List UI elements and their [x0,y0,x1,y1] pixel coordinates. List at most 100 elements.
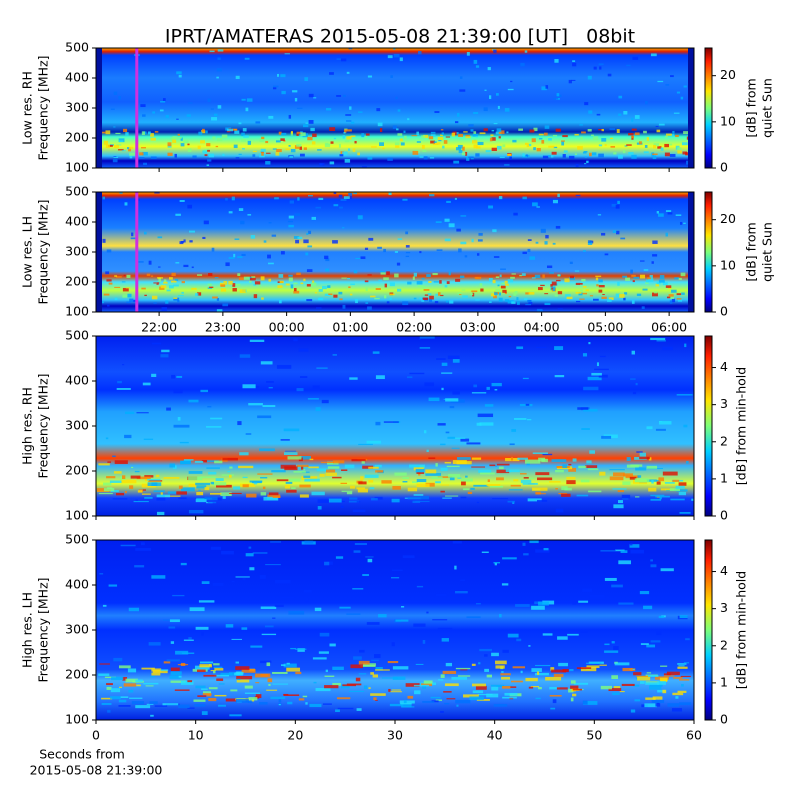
spectrogram-texture [598,63,604,66]
spectrogram-texture [215,145,219,148]
spectrogram-texture [371,659,379,662]
spectrogram-texture [571,79,576,81]
spectrogram-texture [419,347,431,349]
spectrogram-texture [490,134,494,137]
spectrogram-texture [422,150,427,152]
spectrogram-texture [499,156,505,158]
spectrogram-texture [272,495,281,498]
spectrogram-texture [141,493,151,495]
spectrogram-texture [181,240,184,243]
spectrogram-texture [374,297,380,300]
spectrogram-texture [551,669,567,673]
spectrogram-texture [103,482,112,486]
spectrogram-texture [527,239,532,241]
spectrogram-texture [238,465,254,469]
spectrogram-texture [170,671,182,676]
spectrogram-texture [288,277,293,282]
spectrogram-texture [397,288,402,292]
spectrogram-texture [389,282,395,287]
spectrogram-texture [604,577,617,581]
spectrogram-texture [372,351,380,354]
spectrogram-texture [367,558,373,563]
spectrogram-texture [307,195,313,197]
spectrogram-texture [380,272,386,275]
spectrogram-texture [579,282,583,285]
spectrogram-texture [402,480,408,483]
spectrogram-texture [221,134,228,139]
spectrogram-texture [650,640,661,643]
spectrogram-texture [211,117,218,121]
spectrogram-texture [547,136,553,139]
x-axis-label: Seconds from [39,747,125,762]
spectrogram-texture [290,647,296,650]
spectrogram-texture [615,204,620,209]
spectrogram-texture [455,699,471,704]
spectrogram-texture [455,590,468,594]
spectrogram-texture [156,494,171,498]
spectrogram-texture [473,139,477,142]
colorbar-tick-label: 20 [720,67,736,82]
spectrogram-texture [608,687,622,692]
spectrogram-texture [507,88,514,91]
spectrogram-texture [169,675,181,679]
spectrogram-texture [393,48,396,50]
spectrogram-texture [475,276,482,280]
spectrogram-texture [678,665,685,667]
spectrogram-texture [175,650,189,655]
spectrogram-texture [524,50,528,53]
spectrogram-texture [643,130,647,134]
spectrogram-texture [615,549,625,552]
spectrogram-texture [342,151,348,156]
spectrogram-texture [122,677,128,681]
spectrogram-texture [270,696,286,700]
spectrogram-texture [299,494,309,498]
spectrogram-texture [308,119,314,124]
spectrogram-texture [200,389,209,393]
y-axis-label: High res. RH [20,387,35,465]
spectrogram-texture [325,142,329,145]
spectrogram-texture [262,486,266,490]
spectrogram-texture [159,109,164,112]
spectrogram-texture [402,477,410,479]
spectrogram-texture [143,162,148,166]
spectrogram-texture [151,575,166,579]
spectrogram-texture [207,283,212,286]
spectrogram-texture [214,277,219,279]
spectrogram-texture [144,475,154,478]
spectrogram-texture [277,285,283,289]
spectrogram-texture [253,482,258,485]
spectrogram-texture [280,74,286,78]
spectrogram-texture [650,494,665,497]
spectrogram-texture [235,157,240,159]
spectrogram-texture [157,282,160,284]
spectrogram-texture [342,135,345,139]
colorbar-tick-label: 4 [720,359,728,374]
spectrogram-texture [470,129,474,132]
spectrogram-texture [122,364,125,366]
spectrogram-texture [504,692,518,696]
spectrogram-texture [658,477,665,482]
spectrogram-texture [429,157,435,159]
spectrogram-texture [435,593,447,597]
spectrogram-texture [428,136,434,140]
spectrogram-texture [555,225,561,229]
spectrogram-texture [660,147,664,151]
spectrogram-texture [504,299,510,302]
spectrogram-texture [504,108,510,112]
spectrogram-texture [552,699,557,704]
spectrogram-texture [319,163,325,166]
spectrogram-texture [248,403,263,406]
spectrogram-texture [502,649,509,653]
spectrogram-texture [336,95,342,97]
spectrogram-texture [125,678,138,683]
spectrogram-texture [569,277,575,280]
spectrogram-texture [570,697,574,702]
spectrogram-texture [470,487,475,490]
spectrogram-texture [511,456,514,461]
spectrogram-texture [418,472,421,476]
spectrogram-texture [311,282,317,287]
spectrogram-texture [632,391,637,395]
spectrogram-texture [643,269,649,271]
spectrogram-texture [290,148,296,153]
spectrogram-texture [428,457,436,459]
